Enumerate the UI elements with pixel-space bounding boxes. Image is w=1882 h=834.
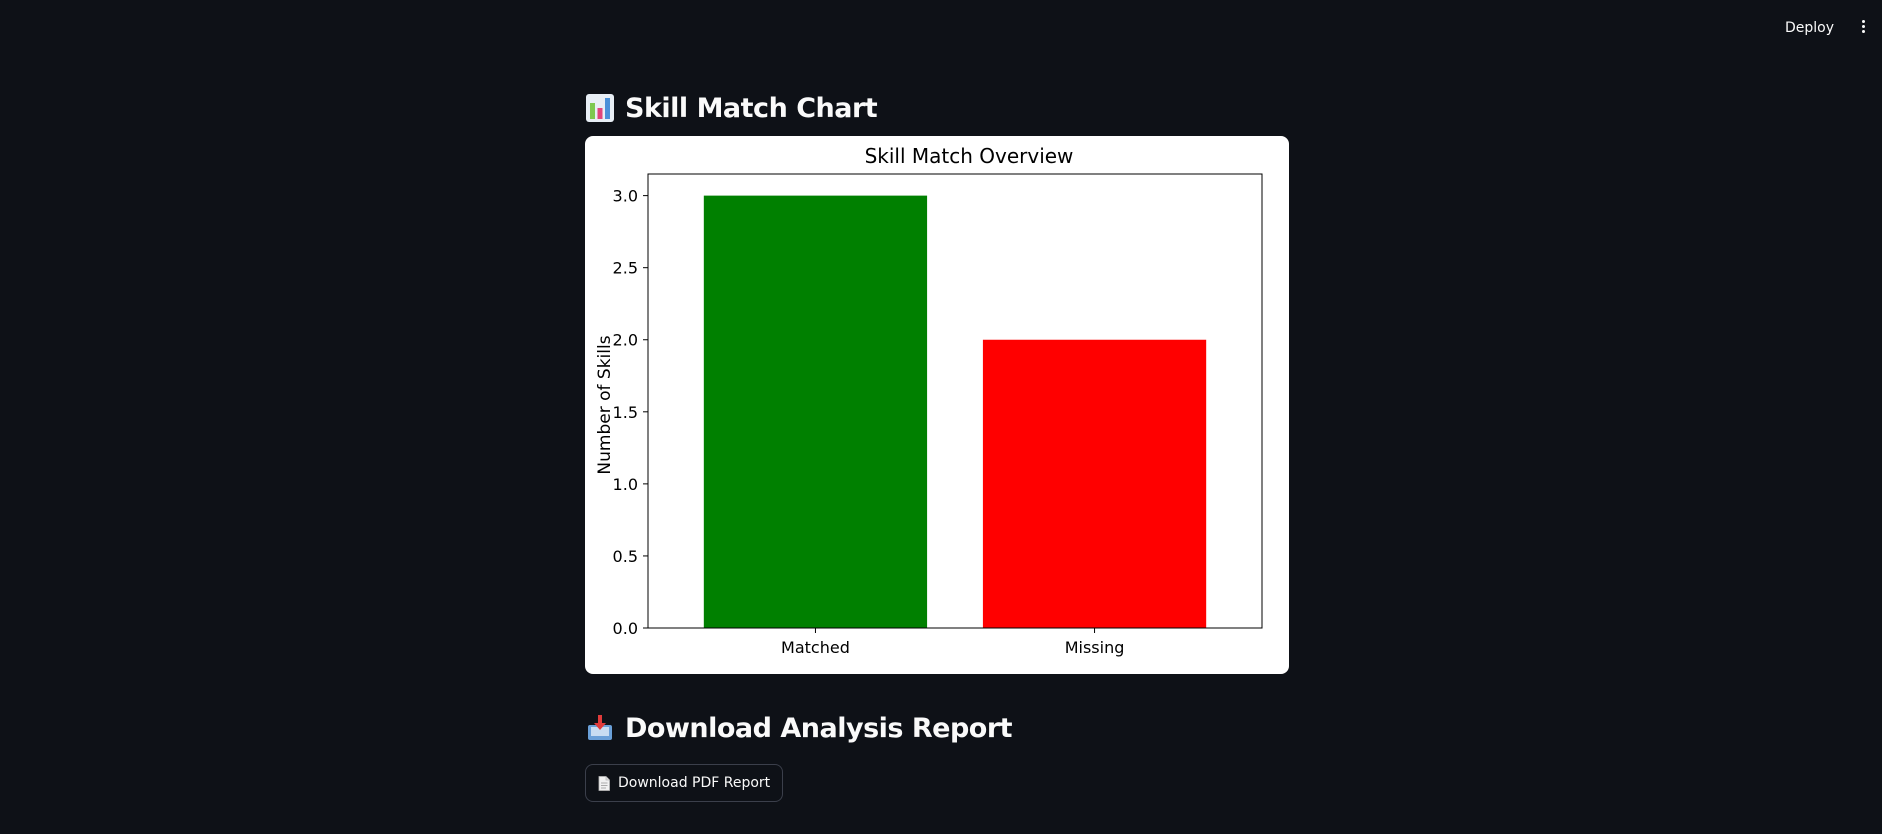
deploy-button[interactable]: Deploy (1784, 20, 1834, 36)
y-tick-label: 0.5 (613, 547, 638, 566)
top-bar: Deploy (0, 0, 1882, 54)
download-pdf-button[interactable]: Download PDF Report (585, 764, 784, 802)
download-section: Download Analysis Report Download PDF Re… (585, 700, 1289, 802)
chart-section-title: Skill Match Chart (625, 92, 878, 124)
x-tick-label: Matched (781, 638, 850, 657)
inbox-tray-icon (585, 713, 615, 743)
y-tick-label: 3.0 (613, 187, 638, 206)
y-axis-label: Number of Skills (595, 335, 615, 474)
y-tick-label: 0.0 (613, 619, 638, 638)
bar-missing (982, 339, 1207, 628)
bar-matched (703, 195, 928, 628)
kebab-menu-icon[interactable] (1856, 18, 1870, 38)
y-tick-label: 1.5 (613, 403, 638, 422)
chart-title: Skill Match Overview (865, 144, 1074, 168)
download-section-title: Download Analysis Report (625, 712, 1013, 744)
y-tick-label: 2.5 (613, 259, 638, 278)
document-icon (598, 775, 610, 791)
main-content: Skill Match Chart Skill Match Overview N… (585, 80, 1289, 802)
download-button-label: Download PDF Report (618, 775, 771, 791)
plot-area: Matched Missing 0.0 0.5 1.0 1.5 2.0 2.5 3.0 (613, 173, 1263, 657)
download-section-heading: Download Analysis Report (585, 700, 1289, 756)
y-tick-label: 2.0 (613, 331, 638, 350)
bar-chart-icon (585, 93, 615, 123)
plot-frame (647, 173, 1263, 629)
chart-card: Skill Match Overview Number of Skills Ma… (585, 136, 1289, 674)
skill-match-chart: Skill Match Overview Number of Skills Ma… (595, 144, 1263, 657)
chart-section-heading: Skill Match Chart (585, 80, 1289, 136)
x-tick-label: Missing (1065, 638, 1125, 657)
y-tick-label: 1.0 (613, 475, 638, 494)
